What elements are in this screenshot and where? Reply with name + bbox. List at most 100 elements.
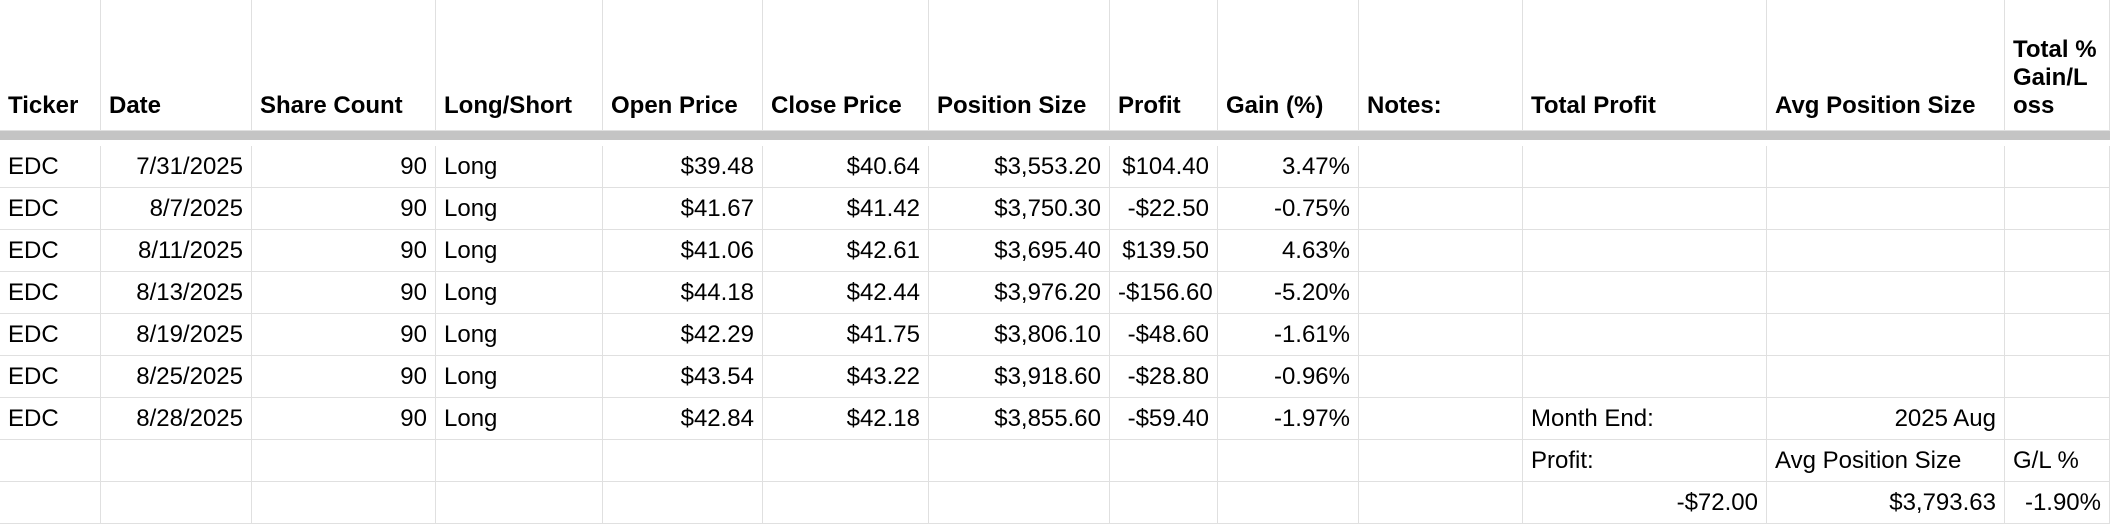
data-cell[interactable]: EDC: [0, 314, 101, 356]
data-cell[interactable]: $41.06: [603, 230, 763, 272]
header-cell[interactable]: Close Price: [763, 0, 929, 131]
data-cell[interactable]: $42.18: [763, 398, 929, 440]
data-cell[interactable]: -0.96%: [1218, 356, 1359, 398]
data-cell[interactable]: $41.75: [763, 314, 929, 356]
data-cell[interactable]: 8/11/2025: [101, 230, 252, 272]
data-cell[interactable]: 90: [252, 230, 436, 272]
data-cell[interactable]: Avg Position Size: [1767, 440, 2005, 482]
data-cell[interactable]: $42.44: [763, 272, 929, 314]
data-cell[interactable]: Long: [436, 398, 603, 440]
data-cell[interactable]: 90: [252, 314, 436, 356]
data-cell[interactable]: -0.75%: [1218, 188, 1359, 230]
empty-cell: [603, 440, 763, 482]
header-cell[interactable]: Avg Position Size: [1767, 0, 2005, 131]
header-cell[interactable]: Gain (%): [1218, 0, 1359, 131]
cell-text: $3,976.20: [994, 278, 1101, 306]
cell-text: 8/25/2025: [136, 362, 243, 390]
data-cell[interactable]: $3,806.10: [929, 314, 1110, 356]
data-cell[interactable]: 8/13/2025: [101, 272, 252, 314]
empty-cell: [0, 482, 101, 524]
cell-text: EDC: [8, 362, 59, 390]
data-cell[interactable]: $3,918.60: [929, 356, 1110, 398]
data-cell[interactable]: $139.50: [1110, 230, 1218, 272]
data-cell[interactable]: EDC: [0, 146, 101, 188]
data-cell[interactable]: $104.40: [1110, 146, 1218, 188]
data-cell[interactable]: Long: [436, 314, 603, 356]
data-cell[interactable]: -$28.80: [1110, 356, 1218, 398]
data-cell[interactable]: 3.47%: [1218, 146, 1359, 188]
data-cell[interactable]: Long: [436, 146, 603, 188]
empty-cell: [1359, 356, 1523, 398]
data-cell[interactable]: -1.90%: [2005, 482, 2110, 524]
data-cell[interactable]: $3,553.20: [929, 146, 1110, 188]
data-cell[interactable]: Month End:: [1523, 398, 1767, 440]
data-cell[interactable]: -1.61%: [1218, 314, 1359, 356]
empty-cell: [252, 440, 436, 482]
data-cell[interactable]: $42.84: [603, 398, 763, 440]
data-cell[interactable]: 7/31/2025: [101, 146, 252, 188]
data-cell[interactable]: 4.63%: [1218, 230, 1359, 272]
data-cell[interactable]: $41.42: [763, 188, 929, 230]
data-cell[interactable]: $3,750.30: [929, 188, 1110, 230]
data-cell[interactable]: 8/19/2025: [101, 314, 252, 356]
data-cell[interactable]: 90: [252, 356, 436, 398]
data-cell[interactable]: $42.61: [763, 230, 929, 272]
data-cell[interactable]: -$22.50: [1110, 188, 1218, 230]
data-cell[interactable]: EDC: [0, 230, 101, 272]
cell-text: $41.75: [846, 320, 920, 348]
header-cell[interactable]: Long/Short: [436, 0, 603, 131]
data-cell[interactable]: 8/28/2025: [101, 398, 252, 440]
data-cell[interactable]: $41.67: [603, 188, 763, 230]
data-cell[interactable]: $42.29: [603, 314, 763, 356]
cell-text: $44.18: [680, 278, 754, 306]
data-cell[interactable]: $43.54: [603, 356, 763, 398]
data-cell[interactable]: G/L %: [2005, 440, 2110, 482]
cell-text: Long: [444, 152, 498, 180]
data-cell[interactable]: $3,976.20: [929, 272, 1110, 314]
header-cell[interactable]: Ticker: [0, 0, 101, 131]
data-cell[interactable]: $3,793.63: [1767, 482, 2005, 524]
data-cell[interactable]: -$48.60: [1110, 314, 1218, 356]
data-cell[interactable]: EDC: [0, 272, 101, 314]
header-cell[interactable]: Open Price: [603, 0, 763, 131]
data-cell[interactable]: 90: [252, 146, 436, 188]
cell-text: -$48.60: [1127, 320, 1209, 348]
data-cell[interactable]: $3,855.60: [929, 398, 1110, 440]
data-cell[interactable]: $44.18: [603, 272, 763, 314]
data-cell[interactable]: -1.97%: [1218, 398, 1359, 440]
data-cell[interactable]: $40.64: [763, 146, 929, 188]
data-cell[interactable]: 2025 Aug: [1767, 398, 2005, 440]
header-cell[interactable]: Total Profit: [1523, 0, 1767, 131]
header-cell[interactable]: Profit: [1110, 0, 1218, 131]
header-cell[interactable]: Position Size: [929, 0, 1110, 131]
data-cell[interactable]: $3,695.40: [929, 230, 1110, 272]
data-cell[interactable]: 90: [252, 272, 436, 314]
data-cell[interactable]: Long: [436, 356, 603, 398]
data-cell[interactable]: -$72.00: [1523, 482, 1767, 524]
data-cell[interactable]: EDC: [0, 188, 101, 230]
data-cell[interactable]: 8/25/2025: [101, 356, 252, 398]
data-cell[interactable]: EDC: [0, 398, 101, 440]
data-cell[interactable]: 90: [252, 398, 436, 440]
header-cell[interactable]: Notes:: [1359, 0, 1523, 131]
data-cell[interactable]: Long: [436, 230, 603, 272]
data-cell[interactable]: -$59.40: [1110, 398, 1218, 440]
header-cell[interactable]: Total % Gain/Loss: [2005, 0, 2110, 131]
data-cell[interactable]: Long: [436, 188, 603, 230]
data-cell[interactable]: 90: [252, 188, 436, 230]
header-cell[interactable]: Share Count: [252, 0, 436, 131]
cell-text: Position Size: [937, 92, 1087, 119]
data-cell[interactable]: Profit:: [1523, 440, 1767, 482]
empty-cell: [1218, 440, 1359, 482]
data-cell[interactable]: 8/7/2025: [101, 188, 252, 230]
empty-cell: [2005, 146, 2110, 188]
data-cell[interactable]: $43.22: [763, 356, 929, 398]
data-cell[interactable]: -$156.60: [1110, 272, 1218, 314]
cell-text: 8/19/2025: [136, 320, 243, 348]
data-cell[interactable]: Long: [436, 272, 603, 314]
data-cell[interactable]: EDC: [0, 356, 101, 398]
data-cell[interactable]: -5.20%: [1218, 272, 1359, 314]
cell-text: -$156.60: [1118, 278, 1213, 306]
header-cell[interactable]: Date: [101, 0, 252, 131]
data-cell[interactable]: $39.48: [603, 146, 763, 188]
